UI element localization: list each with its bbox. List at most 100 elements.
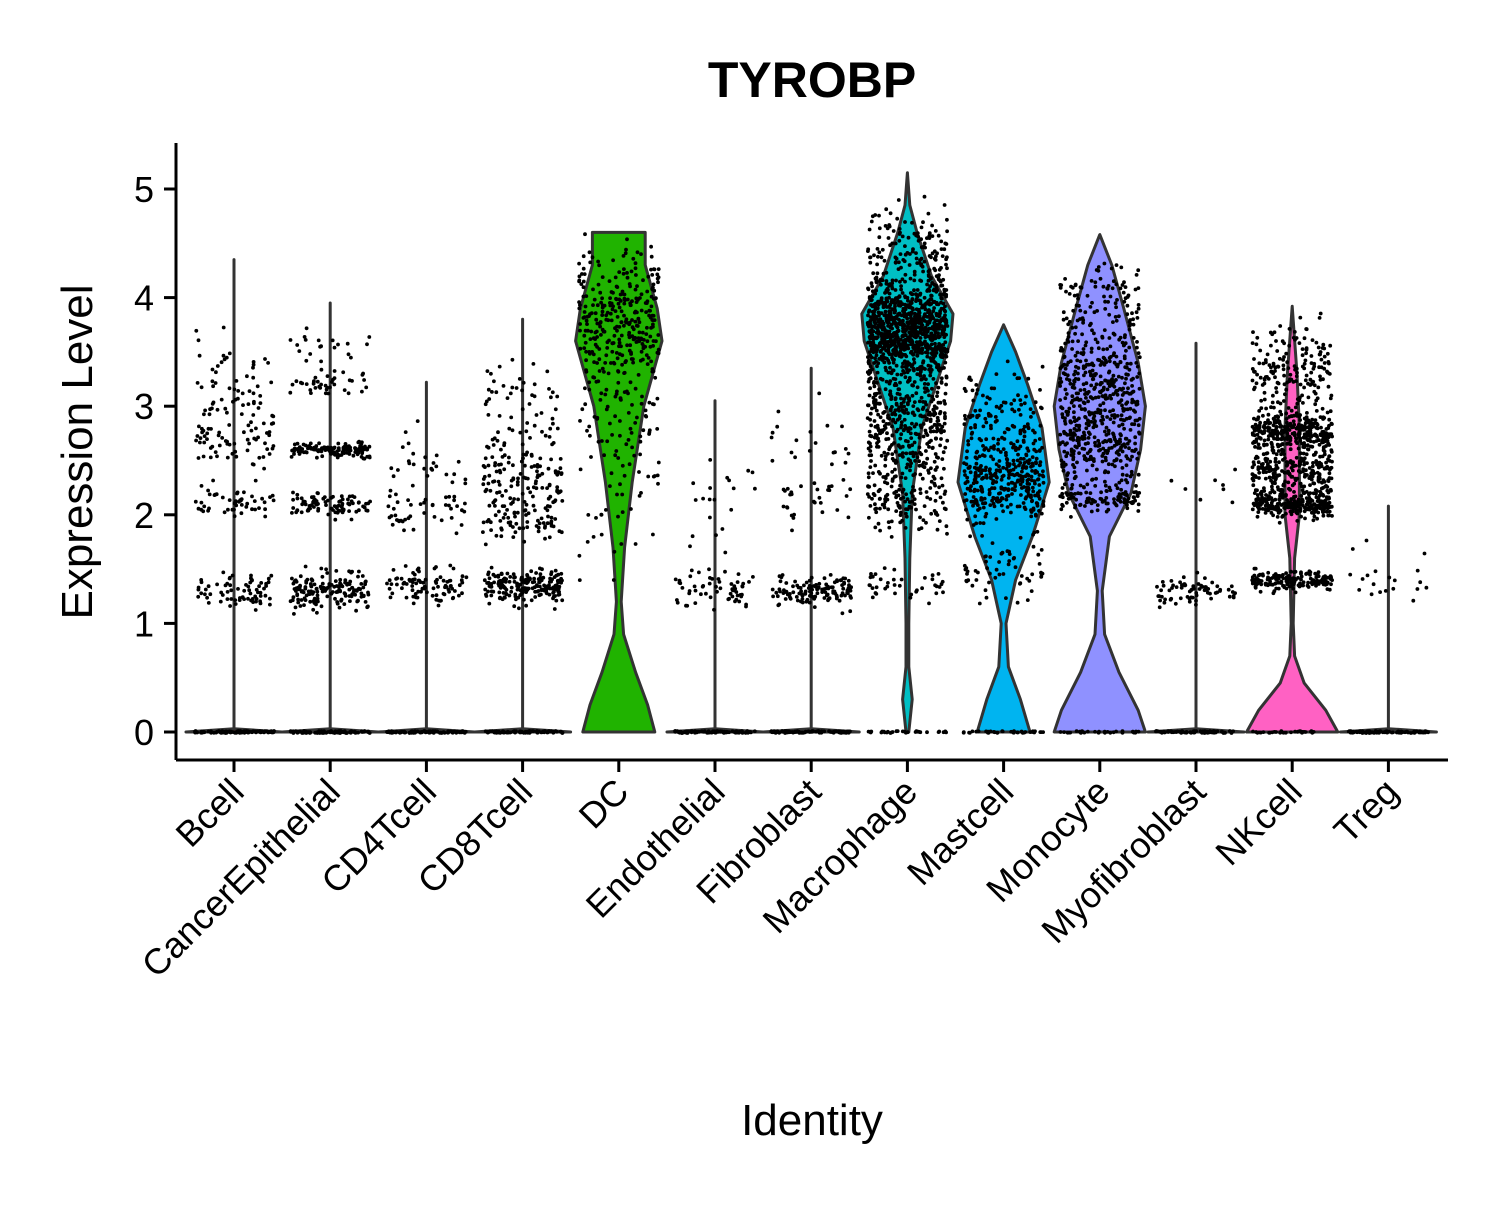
data-point	[930, 573, 935, 578]
data-point	[737, 599, 742, 604]
data-point	[236, 389, 241, 393]
data-point	[900, 277, 905, 282]
data-point	[251, 362, 256, 367]
data-point	[984, 446, 988, 450]
data-point	[899, 351, 903, 356]
data-point	[529, 569, 534, 574]
data-point	[492, 436, 497, 441]
data-point	[508, 391, 513, 396]
data-point	[1039, 406, 1044, 411]
data-point	[311, 607, 316, 612]
data-point	[915, 353, 919, 358]
data-point	[897, 303, 901, 308]
data-point	[938, 443, 942, 448]
data-point	[1001, 447, 1006, 451]
data-point	[651, 282, 656, 287]
data-point	[914, 256, 919, 261]
data-point	[1001, 572, 1006, 576]
data-point	[251, 375, 256, 380]
data-point	[630, 325, 635, 330]
data-point	[793, 455, 797, 460]
data-point	[933, 229, 938, 233]
data-point	[328, 385, 332, 390]
data-point	[867, 310, 871, 314]
data-point	[444, 495, 448, 500]
data-point	[918, 450, 922, 455]
data-point	[934, 436, 938, 441]
data-point	[984, 437, 989, 442]
data-point	[320, 454, 325, 459]
data-point	[548, 729, 553, 734]
data-point	[741, 581, 746, 586]
data-point	[890, 326, 894, 331]
data-point	[929, 297, 934, 302]
data-point	[873, 356, 877, 361]
data-point	[250, 494, 254, 499]
data-point	[415, 567, 420, 572]
data-point	[614, 351, 619, 355]
data-point	[643, 408, 648, 413]
data-point	[239, 729, 244, 734]
data-point	[630, 318, 634, 322]
data-point	[897, 343, 902, 348]
violin-group-CD8Tcell	[473, 317, 573, 735]
data-point	[491, 479, 495, 484]
data-point	[912, 497, 917, 501]
data-point	[648, 315, 653, 320]
data-point	[928, 337, 933, 341]
data-point	[866, 475, 871, 480]
data-point	[304, 382, 309, 386]
data-point	[1103, 449, 1108, 453]
data-point	[351, 501, 355, 506]
data-point	[324, 503, 328, 507]
data-point	[457, 593, 461, 598]
data-point	[934, 381, 938, 386]
data-point	[691, 481, 696, 486]
data-point	[1009, 510, 1013, 515]
data-point	[580, 407, 585, 412]
data-point	[904, 511, 908, 516]
data-point	[873, 291, 878, 296]
data-point	[868, 583, 872, 588]
data-point	[595, 345, 599, 349]
data-point	[496, 479, 501, 484]
data-point	[493, 504, 497, 508]
data-point	[493, 574, 498, 579]
data-point	[308, 441, 313, 446]
data-point	[965, 479, 970, 484]
data-point	[892, 567, 897, 572]
data-point	[885, 497, 890, 502]
data-point	[553, 568, 558, 573]
data-point	[886, 507, 891, 512]
data-point	[877, 226, 882, 231]
data-point	[622, 390, 627, 394]
data-point	[898, 380, 902, 385]
data-point	[1010, 423, 1015, 428]
data-point	[591, 303, 595, 307]
data-point	[893, 304, 897, 309]
data-point	[202, 504, 207, 509]
data-point	[974, 383, 979, 387]
data-point	[346, 391, 351, 396]
data-point	[242, 588, 247, 593]
data-point	[302, 603, 306, 607]
data-point	[875, 262, 879, 267]
data-point	[199, 385, 204, 390]
data-point	[602, 303, 607, 308]
data-point	[1064, 409, 1069, 414]
data-point	[900, 471, 905, 476]
data-point	[531, 503, 536, 508]
data-point	[635, 415, 639, 420]
data-point	[900, 234, 905, 239]
data-point	[250, 507, 254, 512]
data-point	[877, 235, 882, 240]
data-point	[891, 299, 895, 304]
data-point	[939, 476, 944, 481]
data-point	[303, 585, 308, 589]
data-point	[1040, 445, 1044, 450]
data-point	[1103, 429, 1107, 434]
data-point	[673, 577, 678, 582]
data-point	[922, 295, 927, 300]
data-point	[598, 320, 603, 324]
data-point	[867, 227, 872, 232]
